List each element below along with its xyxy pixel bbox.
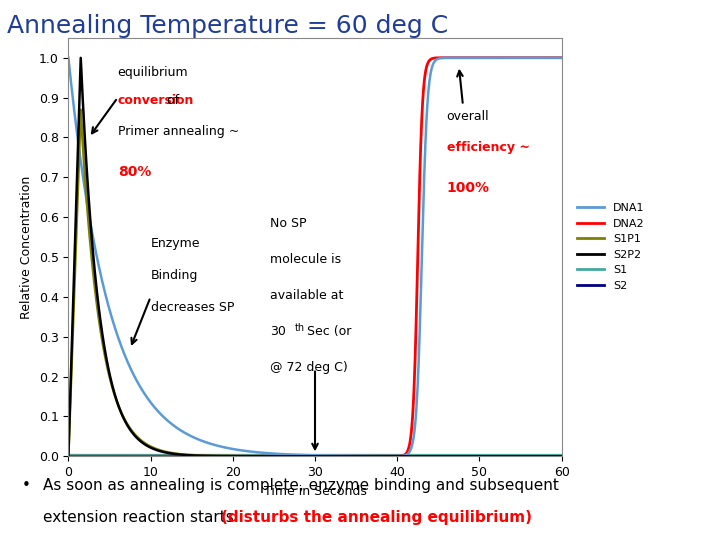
Text: equilibrium: equilibrium	[118, 66, 189, 79]
DNA1	[89, 237, 98, 244]
DNA1	[64, 55, 73, 61]
Text: Primer annealing ~: Primer annealing ~	[118, 125, 239, 138]
DNA1	[291, 451, 300, 458]
DNA1	[304, 452, 312, 458]
Y-axis label: Relative Concentration: Relative Concentration	[20, 176, 33, 319]
S2	[557, 453, 566, 459]
Text: molecule is: molecule is	[270, 253, 341, 266]
Text: extension reaction starts: extension reaction starts	[43, 510, 239, 525]
S1	[89, 451, 98, 458]
S2P2	[453, 453, 462, 460]
Line: S1P1: S1P1	[68, 110, 562, 456]
DNA2	[89, 453, 98, 460]
S1	[452, 451, 461, 458]
S2P2	[89, 258, 98, 265]
DNA1	[543, 55, 552, 61]
S1	[291, 451, 300, 458]
S1P1	[304, 453, 312, 460]
DNA2	[543, 55, 552, 61]
DNA1	[544, 55, 552, 61]
S2P2	[557, 453, 566, 460]
S2P2	[304, 453, 312, 460]
DNA2	[291, 453, 300, 460]
Line: S2P2: S2P2	[68, 58, 562, 456]
DNA1	[389, 453, 397, 460]
Text: th: th	[294, 323, 305, 333]
DNA2	[304, 453, 312, 460]
S2	[304, 453, 312, 459]
S1P1	[543, 453, 552, 460]
DNA2	[500, 55, 508, 61]
Line: DNA2: DNA2	[68, 58, 562, 456]
S2P2	[291, 453, 300, 460]
Line: DNA1: DNA1	[68, 58, 562, 456]
Text: (disturbs the annealing equilibrium): (disturbs the annealing equilibrium)	[221, 510, 532, 525]
S2	[64, 453, 73, 459]
S1P1	[543, 453, 552, 460]
S1	[557, 451, 566, 458]
Text: conversion: conversion	[118, 93, 194, 106]
S2	[291, 453, 300, 459]
Text: Binding: Binding	[150, 269, 198, 282]
Text: available at: available at	[270, 289, 343, 302]
Text: 100%: 100%	[446, 181, 490, 195]
Text: Annealing Temperature = 60 deg C: Annealing Temperature = 60 deg C	[7, 14, 449, 37]
DNA2	[557, 55, 566, 61]
DNA1	[453, 55, 462, 61]
S2P2	[76, 55, 85, 61]
DNA1	[451, 55, 459, 61]
Text: of: of	[163, 93, 179, 106]
S2	[543, 453, 552, 459]
Text: @ 72 deg C): @ 72 deg C)	[270, 361, 348, 374]
DNA1	[557, 55, 566, 61]
DNA2	[543, 55, 552, 61]
S1	[64, 451, 73, 458]
X-axis label: Time in Seconds: Time in Seconds	[264, 484, 366, 497]
S1	[543, 451, 552, 458]
S1	[304, 451, 312, 458]
Legend: DNA1, DNA2, S1P1, S2P2, S1, S2: DNA1, DNA2, S1P1, S2P2, S1, S2	[572, 199, 649, 295]
Text: decreases SP: decreases SP	[150, 301, 234, 314]
Text: 80%: 80%	[118, 165, 151, 179]
S1P1	[89, 275, 98, 282]
Text: 30: 30	[270, 325, 286, 338]
S2	[452, 453, 461, 459]
DNA2	[452, 55, 461, 61]
S2P2	[543, 453, 552, 460]
S1P1	[453, 453, 462, 460]
DNA2	[64, 453, 73, 460]
Text: As soon as annealing is complete, enzyme binding and subsequent: As soon as annealing is complete, enzyme…	[43, 478, 559, 493]
Text: efficiency ~: efficiency ~	[446, 141, 529, 154]
S2P2	[64, 453, 73, 460]
Text: •: •	[22, 478, 30, 493]
S1P1	[557, 453, 566, 460]
Text: No SP: No SP	[270, 217, 306, 230]
S2	[543, 453, 552, 459]
Text: overall: overall	[446, 110, 489, 123]
S1P1	[76, 106, 85, 113]
S2	[89, 453, 98, 459]
Text: Enzyme: Enzyme	[150, 237, 200, 250]
S2P2	[543, 453, 552, 460]
Text: Sec (or: Sec (or	[302, 325, 351, 338]
S1P1	[291, 453, 300, 460]
S1P1	[64, 453, 73, 460]
S1	[543, 451, 552, 458]
